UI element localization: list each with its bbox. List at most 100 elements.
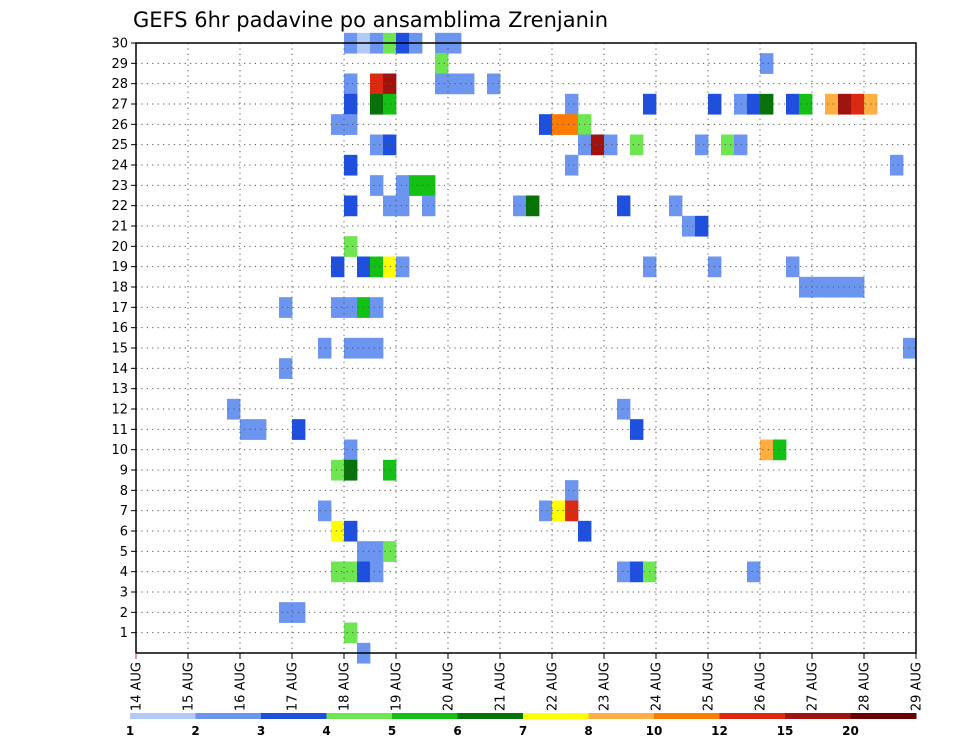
precip-cell	[409, 175, 423, 196]
colorbar-swatch	[326, 713, 393, 719]
y-tick-label: 17	[111, 301, 128, 316]
precip-cell	[838, 93, 852, 115]
precip-cell	[344, 114, 358, 135]
precip-cell	[396, 256, 410, 278]
y-tick-label: 22	[111, 199, 128, 214]
precip-cell	[786, 93, 800, 115]
colorbar-tick-label: 3	[257, 724, 265, 738]
x-tick-label: 28 AUG	[858, 662, 873, 711]
colorbar-swatch	[523, 713, 589, 719]
colorbar: 1 2 3 4 5 6 7 8 10 12 15 20	[126, 713, 917, 738]
precip-cell	[565, 480, 579, 501]
y-tick-label: 15	[111, 342, 128, 357]
precip-cell	[747, 561, 761, 583]
precip-cell	[734, 93, 748, 115]
precip-cell	[318, 337, 332, 359]
colorbar-swatch	[719, 713, 786, 719]
precip-cell	[617, 195, 631, 217]
colorbar-tick-label: 4	[322, 724, 330, 738]
precip-cell	[760, 439, 774, 461]
precip-cell	[344, 93, 358, 115]
y-tick-label: 7	[120, 504, 128, 519]
y-tick-label: 5	[120, 545, 128, 560]
precip-cell	[461, 73, 475, 95]
y-tick-label: 2	[120, 606, 128, 621]
x-tick-label: 19 AUG	[390, 662, 405, 711]
precip-cell	[344, 73, 358, 95]
precip-cell	[552, 114, 566, 135]
precip-cell	[331, 520, 345, 542]
y-tick-label: 24	[111, 159, 128, 174]
colorbar-tick-label: 15	[777, 724, 794, 738]
precip-cell	[383, 459, 397, 481]
y-tick-label: 9	[120, 464, 128, 479]
colorbar-swatch	[654, 713, 720, 719]
precip-cell	[318, 500, 332, 522]
precip-cell	[903, 337, 917, 359]
precip-cell	[669, 195, 683, 217]
precip-cell	[344, 337, 358, 359]
x-tick-label: 24 AUG	[650, 662, 665, 711]
precip-cell	[370, 73, 384, 95]
x-tick-label: 15 AUG	[182, 662, 197, 711]
precip-cell	[565, 500, 579, 522]
precip-cell	[383, 195, 397, 217]
precip-cell	[331, 114, 345, 135]
y-tick-label: 21	[111, 220, 128, 235]
x-tick-label: 20 AUG	[442, 662, 457, 711]
precip-cell	[370, 134, 384, 156]
precip-cell	[344, 622, 358, 644]
colorbar-tick-label: 6	[453, 724, 461, 738]
x-tick-label: 17 AUG	[286, 662, 301, 711]
precip-cell	[240, 419, 254, 440]
precip-cell	[721, 134, 735, 156]
precip-cell	[617, 398, 631, 420]
y-tick-label: 28	[111, 77, 128, 92]
precip-cell	[396, 195, 410, 217]
precip-cell	[253, 419, 267, 440]
precip-cell	[552, 500, 566, 522]
precip-cell	[383, 93, 397, 115]
precip-cell	[370, 175, 384, 196]
y-tick-label: 1	[120, 626, 128, 641]
precip-cell	[760, 53, 774, 74]
y-axis: 1234567891011121314151617181920212223242…	[111, 37, 136, 641]
precip-cell	[695, 134, 709, 156]
precip-cell	[370, 256, 384, 278]
x-tick-label: 18 AUG	[338, 662, 353, 711]
colorbar-tick-label: 20	[842, 724, 859, 738]
colorbar-tick-label: 5	[388, 724, 396, 738]
precip-cell	[435, 53, 449, 74]
precip-cell	[630, 419, 644, 440]
precip-cell	[344, 439, 358, 461]
y-tick-label: 12	[111, 403, 128, 418]
precip-cell	[344, 459, 358, 481]
precip-cell	[487, 73, 501, 95]
colorbar-swatch	[261, 713, 327, 719]
colorbar-swatch	[850, 713, 917, 719]
colorbar-swatch	[785, 713, 851, 719]
x-tick-label: 22 AUG	[546, 662, 561, 711]
chart-title: GEFS 6hr padavine po ansamblima Zrenjani…	[133, 8, 608, 32]
x-tick-label: 25 AUG	[702, 662, 717, 711]
precip-cell	[812, 276, 826, 298]
precip-cell	[344, 236, 358, 257]
y-tick-label: 18	[111, 281, 128, 296]
colorbar-tick-label: 2	[191, 724, 199, 738]
precip-cell	[344, 154, 358, 176]
colorbar-swatch	[130, 713, 196, 719]
x-tick-label: 23 AUG	[598, 662, 613, 711]
precip-cell	[383, 256, 397, 278]
colorbar-tick-label: 8	[584, 724, 592, 738]
y-tick-label: 27	[111, 98, 128, 113]
y-tick-label: 3	[120, 586, 128, 601]
precip-cell	[435, 73, 449, 95]
y-tick-label: 29	[111, 57, 128, 72]
precip-cell	[370, 297, 384, 318]
precip-cell	[591, 134, 605, 156]
precip-cell	[825, 93, 839, 115]
precip-cell	[344, 520, 358, 542]
x-tick-label: 27 AUG	[806, 662, 821, 711]
precip-cell	[383, 73, 397, 95]
precip-cell	[760, 93, 774, 115]
